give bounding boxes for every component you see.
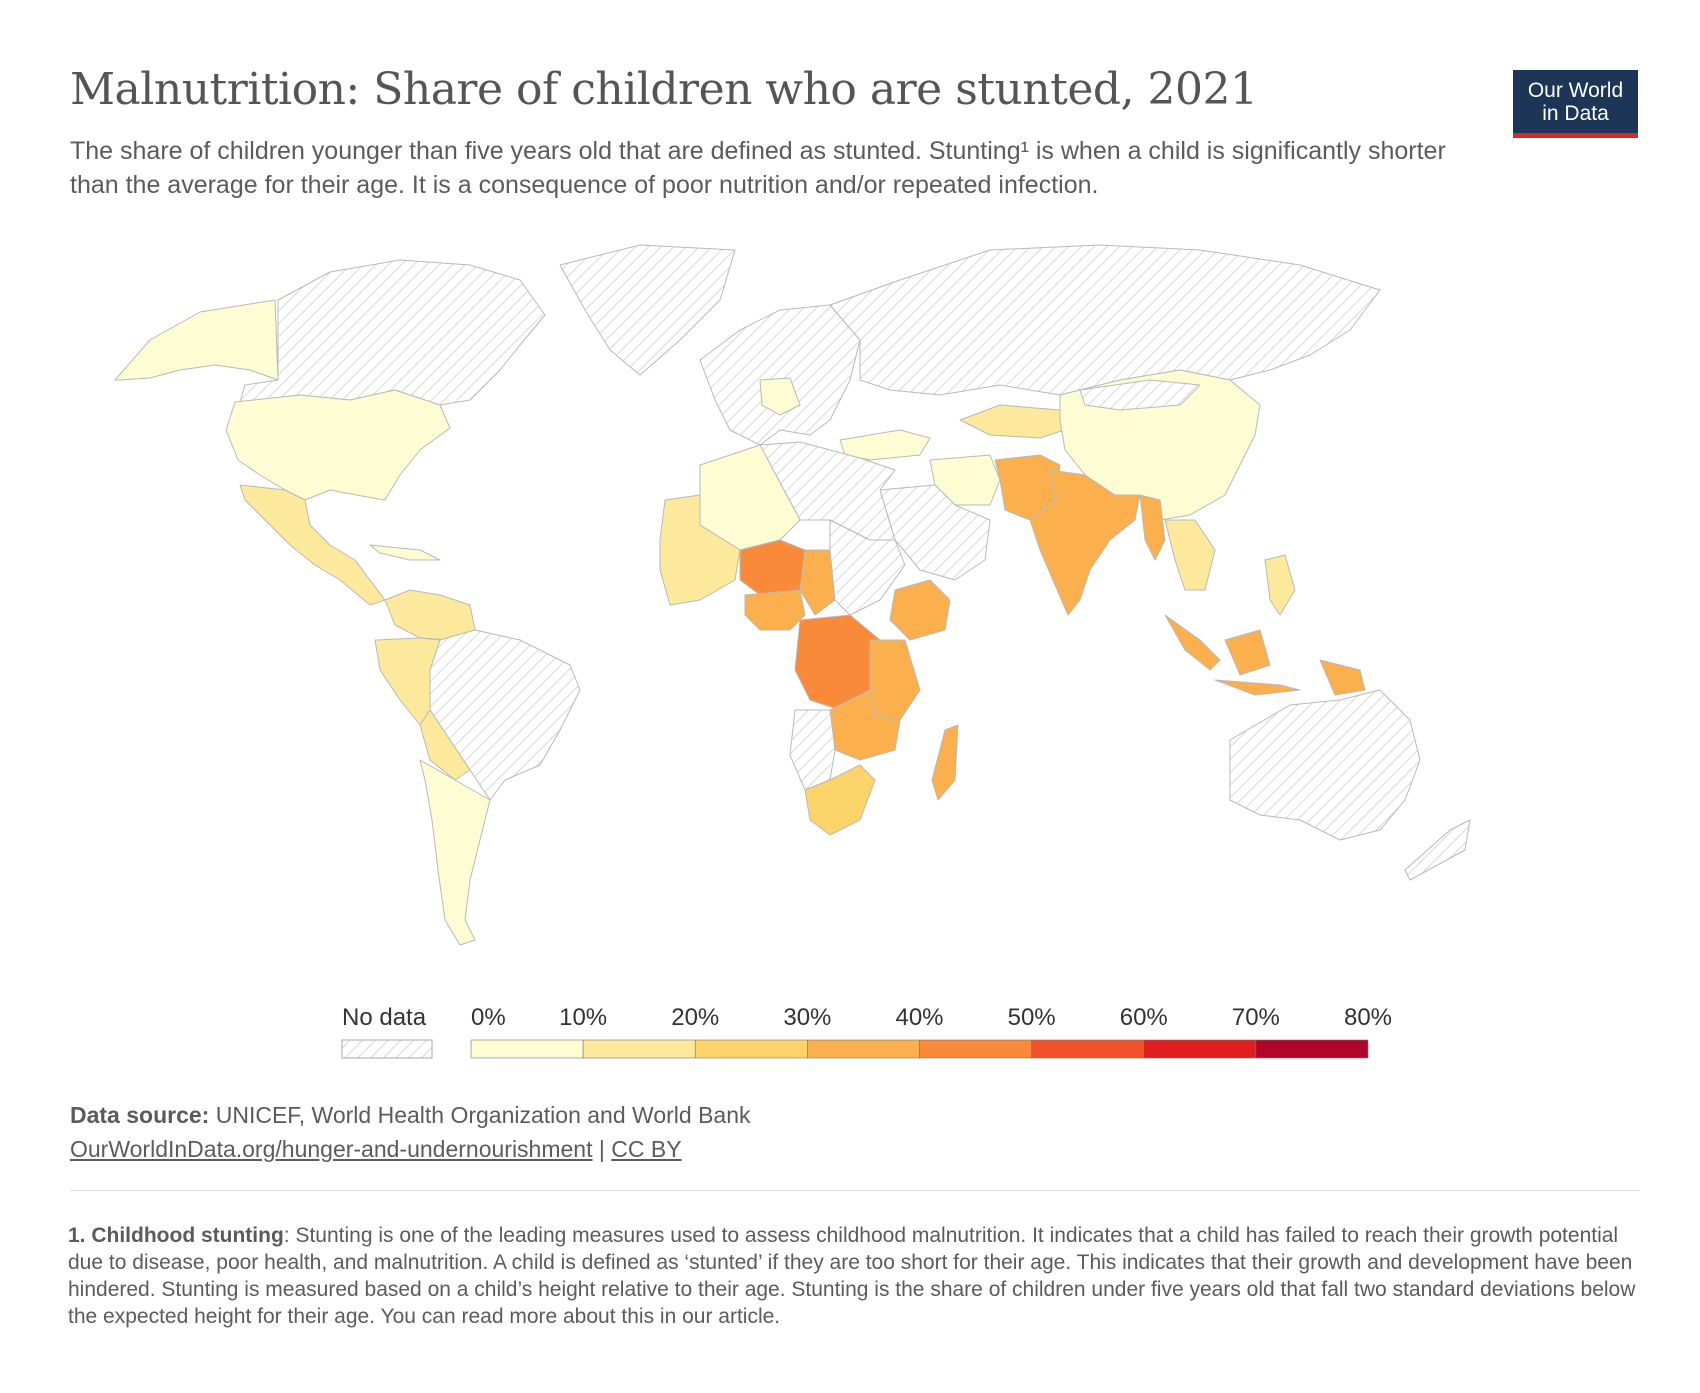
footnote-text: : Stunting is one of the leading measure… — [68, 1224, 1636, 1328]
logo-line-2: in Data — [1542, 102, 1609, 125]
region-indochina[interactable] — [1164, 519, 1216, 591]
region-canada[interactable] — [239, 259, 546, 406]
legend-tick-label: 10% — [559, 1004, 607, 1031]
region-alaska[interactable] — [114, 299, 279, 381]
region-myanmar[interactable] — [1139, 494, 1166, 561]
region-usa[interactable] — [225, 389, 451, 501]
region-indonesia[interactable] — [1164, 614, 1366, 696]
legend-bin[interactable] — [919, 1039, 1032, 1059]
link-separator: | — [598, 1136, 605, 1162]
legend-tick-label: 30% — [783, 1004, 831, 1031]
map-legend: No data 0% 10% 20% 30% 40% 50% 60% 70% 80% — [341, 1004, 1392, 1059]
region-west-africa[interactable] — [659, 494, 741, 606]
region-philippines[interactable] — [1264, 554, 1296, 616]
region-new-zealand[interactable] — [1404, 819, 1471, 881]
owid-logo[interactable]: Our World in Data — [1513, 70, 1638, 138]
region-madagascar[interactable] — [931, 724, 959, 801]
legend-bin[interactable] — [1031, 1039, 1145, 1059]
legend-tick-label: 50% — [1008, 1004, 1056, 1031]
region-nigeria[interactable] — [744, 589, 806, 631]
chart-subtitle: The share of children younger than five … — [70, 137, 1446, 199]
footnote: 1. Childhood stunting: Stunting is one o… — [68, 1222, 1643, 1330]
topic-link[interactable]: OurWorldInData.org/hunger-and-undernouri… — [70, 1136, 593, 1162]
region-sudan[interactable] — [829, 519, 906, 616]
legend-tick-label: 70% — [1232, 1004, 1280, 1031]
region-turkey[interactable] — [839, 429, 931, 461]
legend-bin[interactable] — [694, 1039, 808, 1059]
legend-bin[interactable] — [470, 1039, 584, 1059]
region-ethiopia[interactable] — [889, 579, 951, 641]
region-caribbean[interactable] — [369, 544, 441, 561]
region-north-africa[interactable] — [759, 441, 896, 541]
license-link[interactable]: CC BY — [611, 1136, 682, 1162]
source-links-line: OurWorldInData.org/hunger-and-undernouri… — [70, 1132, 751, 1166]
region-niger[interactable] — [739, 539, 806, 596]
region-chad[interactable] — [799, 549, 836, 616]
legend-tick-label: 20% — [671, 1004, 719, 1031]
region-southern-africa[interactable] — [804, 764, 876, 836]
region-australia[interactable] — [1229, 689, 1421, 841]
world-map[interactable] — [0, 220, 1700, 960]
region-russia[interactable] — [829, 244, 1381, 396]
region-namibia[interactable] — [789, 709, 836, 791]
source-block: Data source: UNICEF, World Health Organi… — [70, 1098, 751, 1166]
footer-divider — [70, 1190, 1640, 1191]
region-greenland[interactable] — [559, 244, 736, 376]
legend-tick-label: 0% — [471, 1004, 506, 1031]
legend-bin[interactable] — [1143, 1039, 1257, 1059]
region-mongolia[interactable] — [1079, 379, 1201, 411]
region-arabia[interactable] — [879, 484, 991, 581]
region-east-africa[interactable] — [869, 639, 921, 721]
data-source-label: Data source: — [70, 1102, 210, 1128]
legend-tick-label: 60% — [1120, 1004, 1168, 1031]
region-angola-zambia[interactable] — [829, 689, 901, 761]
data-source-line: Data source: UNICEF, World Health Organi… — [70, 1098, 751, 1132]
region-europe[interactable] — [699, 304, 861, 446]
region-europe-data[interactable] — [759, 377, 801, 416]
region-colombia-venezuela[interactable] — [384, 589, 476, 641]
data-source-text: UNICEF, World Health Organization and Wo… — [215, 1102, 751, 1128]
region-mexico[interactable] — [239, 484, 386, 606]
legend-tick-label: 80% — [1344, 1004, 1392, 1031]
legend-bin[interactable] — [807, 1039, 920, 1059]
region-argentina-chile[interactable] — [419, 759, 491, 946]
legend-tick-label: 40% — [895, 1004, 943, 1031]
logo-line-1: Our World — [1527, 79, 1624, 102]
legend-no-data-label: No data — [342, 1004, 427, 1031]
legend-no-data-swatch — [341, 1039, 433, 1059]
footnote-label: 1. Childhood stunting — [68, 1224, 284, 1247]
legend-bin[interactable] — [582, 1039, 696, 1059]
legend-bin[interactable] — [1255, 1039, 1369, 1059]
chart-title: Malnutrition: Share of children who are … — [70, 64, 1258, 115]
